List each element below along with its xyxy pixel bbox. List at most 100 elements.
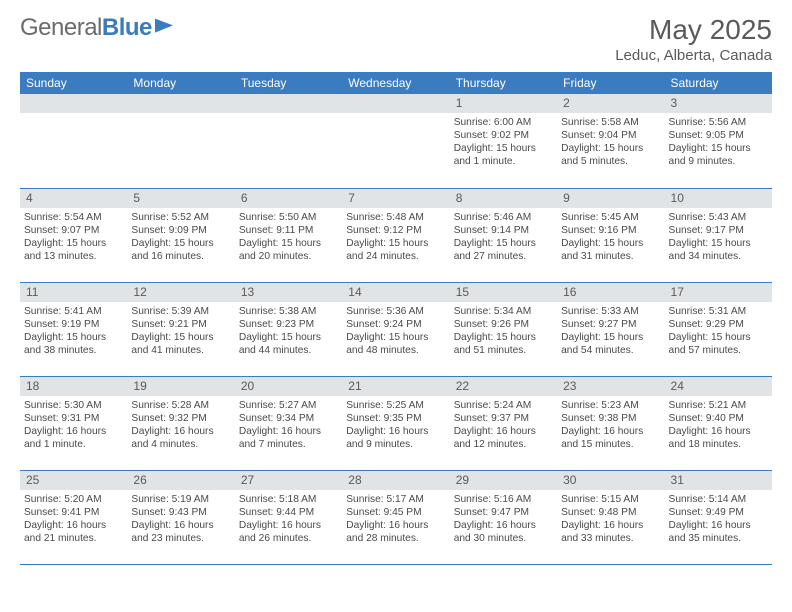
day-details: Sunrise: 5:56 AMSunset: 9:05 PMDaylight:… <box>665 113 772 168</box>
calendar-day-cell: 30Sunrise: 5:15 AMSunset: 9:48 PMDayligh… <box>557 470 664 564</box>
day-number: 31 <box>665 471 772 490</box>
day-details: Sunrise: 5:27 AMSunset: 9:34 PMDaylight:… <box>235 396 342 451</box>
calendar-day-cell: 6Sunrise: 5:50 AMSunset: 9:11 PMDaylight… <box>235 188 342 282</box>
weekday-header: Friday <box>557 72 664 94</box>
calendar-week-row: 18Sunrise: 5:30 AMSunset: 9:31 PMDayligh… <box>20 376 772 470</box>
day-details: Sunrise: 5:48 AMSunset: 9:12 PMDaylight:… <box>342 208 449 263</box>
calendar-day-cell: 11Sunrise: 5:41 AMSunset: 9:19 PMDayligh… <box>20 282 127 376</box>
day-details: Sunrise: 5:14 AMSunset: 9:49 PMDaylight:… <box>665 490 772 545</box>
calendar-day-cell: 25Sunrise: 5:20 AMSunset: 9:41 PMDayligh… <box>20 470 127 564</box>
day-details: Sunrise: 5:33 AMSunset: 9:27 PMDaylight:… <box>557 302 664 357</box>
calendar-day-cell: 12Sunrise: 5:39 AMSunset: 9:21 PMDayligh… <box>127 282 234 376</box>
day-details: Sunrise: 5:30 AMSunset: 9:31 PMDaylight:… <box>20 396 127 451</box>
calendar-day-cell: 9Sunrise: 5:45 AMSunset: 9:16 PMDaylight… <box>557 188 664 282</box>
calendar-day-cell: 17Sunrise: 5:31 AMSunset: 9:29 PMDayligh… <box>665 282 772 376</box>
day-number: 30 <box>557 471 664 490</box>
calendar-day-cell <box>235 94 342 188</box>
title-block: May 2025 Leduc, Alberta, Canada <box>615 14 772 64</box>
calendar-page: GeneralBlue May 2025 Leduc, Alberta, Can… <box>0 0 792 565</box>
calendar-day-cell: 22Sunrise: 5:24 AMSunset: 9:37 PMDayligh… <box>450 376 557 470</box>
weekday-header-row: Sunday Monday Tuesday Wednesday Thursday… <box>20 72 772 94</box>
day-number: 23 <box>557 377 664 396</box>
calendar-week-row: 1Sunrise: 6:00 AMSunset: 9:02 PMDaylight… <box>20 94 772 188</box>
day-number: 24 <box>665 377 772 396</box>
day-details: Sunrise: 5:21 AMSunset: 9:40 PMDaylight:… <box>665 396 772 451</box>
calendar-day-cell: 27Sunrise: 5:18 AMSunset: 9:44 PMDayligh… <box>235 470 342 564</box>
day-number: 14 <box>342 283 449 302</box>
sail-icon <box>155 15 173 32</box>
page-title: May 2025 <box>615 14 772 46</box>
day-number: 12 <box>127 283 234 302</box>
day-number: 9 <box>557 189 664 208</box>
calendar-day-cell: 21Sunrise: 5:25 AMSunset: 9:35 PMDayligh… <box>342 376 449 470</box>
calendar-day-cell: 26Sunrise: 5:19 AMSunset: 9:43 PMDayligh… <box>127 470 234 564</box>
day-details: Sunrise: 5:25 AMSunset: 9:35 PMDaylight:… <box>342 396 449 451</box>
day-details: Sunrise: 5:28 AMSunset: 9:32 PMDaylight:… <box>127 396 234 451</box>
calendar-day-cell: 8Sunrise: 5:46 AMSunset: 9:14 PMDaylight… <box>450 188 557 282</box>
day-details: Sunrise: 6:00 AMSunset: 9:02 PMDaylight:… <box>450 113 557 168</box>
day-number: 5 <box>127 189 234 208</box>
calendar-day-cell: 31Sunrise: 5:14 AMSunset: 9:49 PMDayligh… <box>665 470 772 564</box>
logo-text: GeneralBlue <box>20 14 152 42</box>
calendar-day-cell: 24Sunrise: 5:21 AMSunset: 9:40 PMDayligh… <box>665 376 772 470</box>
day-number-empty <box>20 94 127 113</box>
calendar-week-row: 4Sunrise: 5:54 AMSunset: 9:07 PMDaylight… <box>20 188 772 282</box>
day-details: Sunrise: 5:41 AMSunset: 9:19 PMDaylight:… <box>20 302 127 357</box>
calendar-day-cell: 20Sunrise: 5:27 AMSunset: 9:34 PMDayligh… <box>235 376 342 470</box>
day-details: Sunrise: 5:38 AMSunset: 9:23 PMDaylight:… <box>235 302 342 357</box>
calendar-day-cell: 2Sunrise: 5:58 AMSunset: 9:04 PMDaylight… <box>557 94 664 188</box>
day-number: 3 <box>665 94 772 113</box>
header: GeneralBlue May 2025 Leduc, Alberta, Can… <box>20 14 772 72</box>
calendar-day-cell: 10Sunrise: 5:43 AMSunset: 9:17 PMDayligh… <box>665 188 772 282</box>
day-number: 17 <box>665 283 772 302</box>
weekday-header: Monday <box>127 72 234 94</box>
logo-text-blue: Blue <box>102 14 152 41</box>
day-details: Sunrise: 5:19 AMSunset: 9:43 PMDaylight:… <box>127 490 234 545</box>
calendar-day-cell: 3Sunrise: 5:56 AMSunset: 9:05 PMDaylight… <box>665 94 772 188</box>
day-details: Sunrise: 5:45 AMSunset: 9:16 PMDaylight:… <box>557 208 664 263</box>
calendar-day-cell: 1Sunrise: 6:00 AMSunset: 9:02 PMDaylight… <box>450 94 557 188</box>
day-number: 19 <box>127 377 234 396</box>
day-number: 6 <box>235 189 342 208</box>
day-number: 28 <box>342 471 449 490</box>
day-details: Sunrise: 5:50 AMSunset: 9:11 PMDaylight:… <box>235 208 342 263</box>
weekday-header: Sunday <box>20 72 127 94</box>
day-number: 26 <box>127 471 234 490</box>
day-number: 29 <box>450 471 557 490</box>
day-details: Sunrise: 5:20 AMSunset: 9:41 PMDaylight:… <box>20 490 127 545</box>
day-number: 18 <box>20 377 127 396</box>
day-number-empty <box>342 94 449 113</box>
day-details: Sunrise: 5:52 AMSunset: 9:09 PMDaylight:… <box>127 208 234 263</box>
day-number: 20 <box>235 377 342 396</box>
day-details: Sunrise: 5:16 AMSunset: 9:47 PMDaylight:… <box>450 490 557 545</box>
calendar-day-cell: 7Sunrise: 5:48 AMSunset: 9:12 PMDaylight… <box>342 188 449 282</box>
day-number: 1 <box>450 94 557 113</box>
calendar-day-cell: 19Sunrise: 5:28 AMSunset: 9:32 PMDayligh… <box>127 376 234 470</box>
day-details: Sunrise: 5:36 AMSunset: 9:24 PMDaylight:… <box>342 302 449 357</box>
calendar-day-cell: 13Sunrise: 5:38 AMSunset: 9:23 PMDayligh… <box>235 282 342 376</box>
day-number: 16 <box>557 283 664 302</box>
day-number: 15 <box>450 283 557 302</box>
calendar-grid: Sunday Monday Tuesday Wednesday Thursday… <box>20 72 772 565</box>
day-number: 27 <box>235 471 342 490</box>
calendar-day-cell <box>20 94 127 188</box>
day-number: 7 <box>342 189 449 208</box>
calendar-day-cell: 18Sunrise: 5:30 AMSunset: 9:31 PMDayligh… <box>20 376 127 470</box>
day-details: Sunrise: 5:24 AMSunset: 9:37 PMDaylight:… <box>450 396 557 451</box>
day-number: 11 <box>20 283 127 302</box>
day-number-empty <box>127 94 234 113</box>
calendar-day-cell: 5Sunrise: 5:52 AMSunset: 9:09 PMDaylight… <box>127 188 234 282</box>
day-number: 8 <box>450 189 557 208</box>
day-details: Sunrise: 5:31 AMSunset: 9:29 PMDaylight:… <box>665 302 772 357</box>
calendar-day-cell: 16Sunrise: 5:33 AMSunset: 9:27 PMDayligh… <box>557 282 664 376</box>
day-number: 2 <box>557 94 664 113</box>
day-number: 22 <box>450 377 557 396</box>
calendar-day-cell: 28Sunrise: 5:17 AMSunset: 9:45 PMDayligh… <box>342 470 449 564</box>
day-details: Sunrise: 5:54 AMSunset: 9:07 PMDaylight:… <box>20 208 127 263</box>
weekday-header: Tuesday <box>235 72 342 94</box>
day-details: Sunrise: 5:18 AMSunset: 9:44 PMDaylight:… <box>235 490 342 545</box>
calendar-day-cell: 29Sunrise: 5:16 AMSunset: 9:47 PMDayligh… <box>450 470 557 564</box>
day-details: Sunrise: 5:39 AMSunset: 9:21 PMDaylight:… <box>127 302 234 357</box>
day-number: 21 <box>342 377 449 396</box>
calendar-day-cell: 23Sunrise: 5:23 AMSunset: 9:38 PMDayligh… <box>557 376 664 470</box>
